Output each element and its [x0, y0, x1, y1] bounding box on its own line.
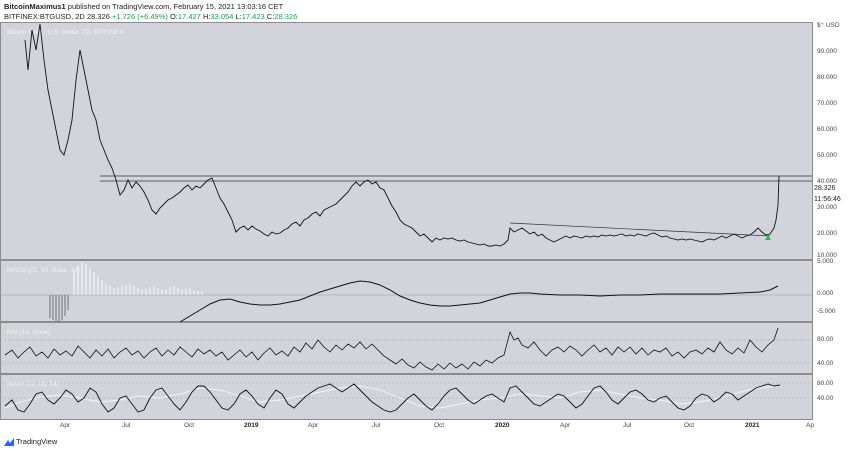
macd-histogram [49, 295, 69, 322]
price-tick: 10.000 [817, 252, 837, 259]
current-price-value: 28.326 [814, 185, 836, 192]
time-tick: Jul [623, 422, 632, 429]
descending-trendline [509, 222, 771, 237]
ohlc-low: 17.423 [241, 12, 265, 21]
symbol-line: BITFINEX:BTGUSD, 2D 28.326 +1.726 (+6.49… [4, 12, 297, 21]
time-axis[interactable]: Apr Jul Oct 2019 Apr Jul Oct 2020 Apr Ju… [0, 420, 850, 434]
price-tick: 60.000 [817, 126, 837, 133]
last-price: 28.326 [86, 12, 110, 21]
rsi-tick: 40.00 [817, 360, 834, 367]
ohlc-open: 17.427 [177, 12, 201, 21]
macd-tick: 5.000 [817, 258, 834, 265]
rsi-axis[interactable]: 80.00 40.00 [813, 322, 850, 374]
ohlc-h-label: H: [202, 12, 211, 21]
stoch-axis[interactable]: 80.00 40.00 [813, 374, 850, 420]
macd-tick: -5.000 [817, 308, 836, 315]
symbol-label: BITFINEX:BTGUSD, 2D [4, 12, 85, 21]
chart-header: BitcoinMaximus1 published on TradingView… [0, 0, 850, 22]
time-tick: Ap [806, 422, 814, 429]
time-tick: 2020 [495, 422, 510, 429]
stoch-d-line [4, 385, 779, 409]
time-tick: Apr [560, 422, 571, 429]
time-tick: 2021 [745, 422, 760, 429]
ohlc-o-label: O: [169, 12, 178, 21]
time-tick: Oct [184, 422, 195, 429]
time-tick: 2019 [244, 422, 259, 429]
stoch-pane-label: Stoch (14, 28, 34) [7, 381, 59, 388]
author-name[interactable]: BitcoinMaximus1 [4, 2, 66, 11]
time-tick: Apr [60, 422, 71, 429]
brand-name: TradingView [16, 437, 58, 446]
ohlc-l-label: L: [235, 12, 242, 21]
publish-line: BitcoinMaximus1 published on TradingView… [4, 2, 283, 11]
price-tick: 30.000 [817, 204, 837, 211]
price-tick: 80.000 [817, 74, 837, 81]
price-tick: 70.000 [817, 100, 837, 107]
time-tick: Oct [434, 422, 445, 429]
price-tick: 40.000 [817, 178, 837, 185]
price-pane-label: Bitcoin Gold / U.S. Dollar, 2D, BITFINEX [7, 29, 124, 36]
rsi-pane-label: RSI (14, close) [7, 329, 50, 336]
publish-info: published on TradingView.com, February 1… [65, 2, 284, 11]
ohlc-high: 33.054 [210, 12, 234, 21]
price-axis[interactable]: $⁺ USD 90.000 80.000 70.000 60.000 50.00… [813, 22, 850, 260]
ohlc-close: 28.326 [274, 12, 298, 21]
macd-signal-line [179, 280, 779, 323]
macd-axis[interactable]: 5.000 0.000 -5.000 [813, 258, 850, 322]
stoch-k-line [4, 383, 781, 413]
chart-drawing [0, 23, 812, 413]
time-tick: Oct [684, 422, 695, 429]
price-tick: 90.000 [817, 48, 837, 55]
price-tick: 50.000 [817, 152, 837, 159]
macd-histogram-positive [73, 262, 203, 295]
tradingview-logo-icon [4, 438, 14, 447]
macd-pane[interactable]: MACD (21, 50, close, 24) [0, 260, 813, 322]
price-tick: 20.000 [817, 230, 837, 237]
macd-pane-label: MACD (21, 50, close, 24) [7, 267, 80, 274]
price-series [24, 23, 780, 247]
ohlc-c-label: C: [266, 12, 275, 21]
stoch-tick: 40.00 [817, 395, 834, 402]
stoch-tick: 80.00 [817, 380, 834, 387]
current-price-box: 28.326 11:56:46 [814, 183, 841, 205]
tradingview-brand[interactable]: TradingView [4, 437, 58, 447]
bar-countdown: 11:56:46 [814, 196, 841, 203]
time-tick: Jul [372, 422, 381, 429]
rsi-tick: 80.00 [817, 336, 834, 343]
time-tick: Apr [308, 422, 319, 429]
time-tick: Jul [122, 422, 131, 429]
rsi-line [4, 327, 779, 371]
rsi-pane[interactable]: RSI (14, close) [0, 322, 813, 374]
price-change: +1.726 (+6.49%) [112, 12, 168, 21]
price-tick: $⁺ USD [817, 22, 840, 29]
buy-signal-triangle [765, 235, 771, 240]
macd-tick: 0.000 [817, 290, 834, 297]
price-pane[interactable]: Bitcoin Gold / U.S. Dollar, 2D, BITFINEX [0, 22, 813, 260]
